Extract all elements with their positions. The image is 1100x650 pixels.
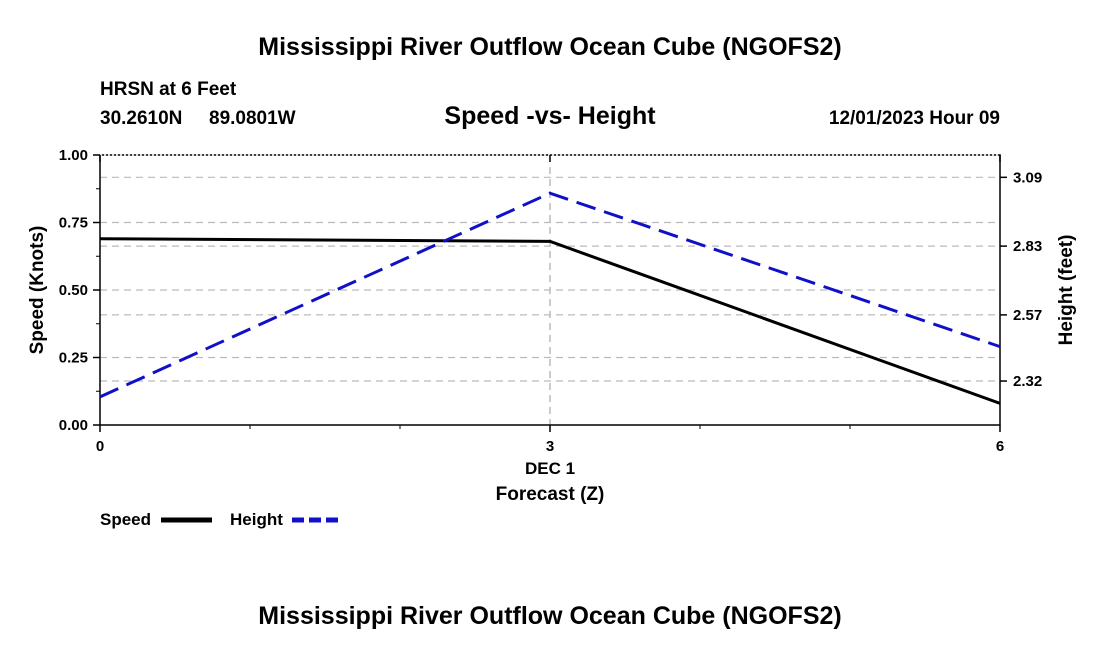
station-label: HRSN at 6 Feet: [100, 79, 237, 100]
page-title-top: Mississippi River Outflow Ocean Cube (NG…: [258, 33, 841, 61]
series-line-height: [99, 191, 1001, 399]
legend-speed-label: Speed: [100, 510, 151, 529]
x-axis-label: Forecast (Z): [496, 484, 605, 505]
chart-title: Speed -vs- Height: [444, 102, 656, 130]
y-tick-label: 0.50: [59, 282, 88, 299]
datetime-label: 12/01/2023 Hour 09: [829, 108, 1000, 129]
y2-tick-label: 2.83: [1013, 238, 1042, 255]
y2-tick-label: 3.09: [1013, 169, 1042, 186]
x-tick-label: 6: [996, 438, 1004, 455]
x-axis-date-label: DEC 1: [525, 459, 575, 478]
y-tick-label: 0.75: [59, 215, 88, 232]
grid-lines: [100, 155, 1000, 425]
coords-lon: 89.0801W: [209, 108, 296, 129]
y-tick-label: 0.00: [59, 417, 88, 434]
x-tick-label: 3: [546, 438, 554, 455]
y-axis-label-left: Speed (Knots): [27, 226, 48, 355]
y-tick-label: 0.25: [59, 350, 88, 367]
coords-lat: 30.2610N: [100, 108, 182, 129]
series-lines: [99, 191, 1001, 405]
y2-tick-label: 2.57: [1013, 307, 1042, 324]
legend-height-label: Height: [230, 510, 283, 529]
page-title-bottom: Mississippi River Outflow Ocean Cube (NG…: [258, 602, 841, 630]
y-axis-label-right: Height (feet): [1056, 235, 1077, 346]
axis-ticks: 0 3 6 0.00 0.25 0.50 0.75 1.00 2.32 2.57 2.83 3.09: [59, 147, 1042, 455]
x-tick-label: 0: [96, 438, 104, 455]
y2-tick-label: 2.32: [1013, 373, 1042, 390]
y-tick-label: 1.00: [59, 147, 88, 164]
